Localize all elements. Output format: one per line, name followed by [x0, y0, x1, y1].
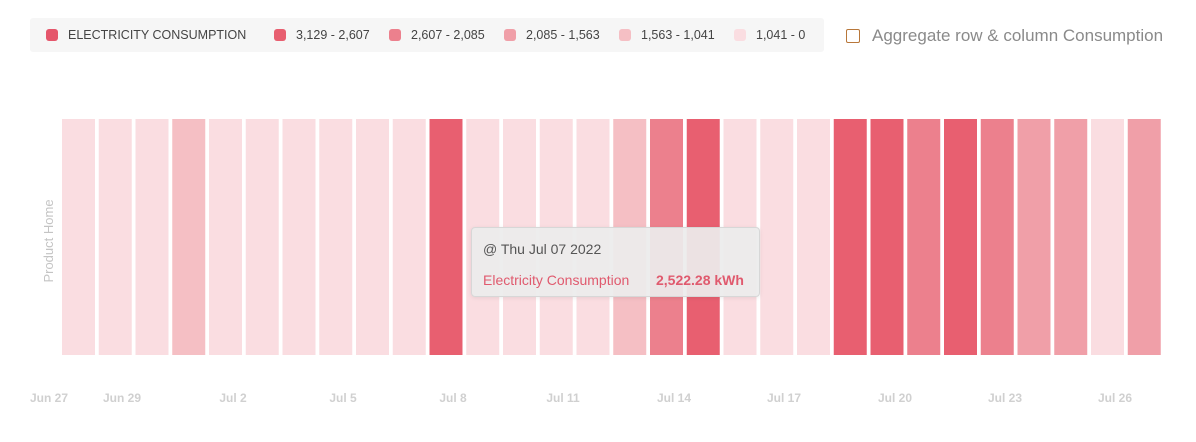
tooltip-series-label: Electricity Consumption	[483, 272, 630, 288]
heatmap-cell-jun-27[interactable]	[62, 119, 95, 355]
x-tick-label: Jun 27	[30, 391, 68, 405]
x-axis-ticks: Jun 27 Jun 29 Jul 2 Jul 5 Jul 8 Jul 11 Jul 14 J…	[30, 391, 1132, 405]
heatmap-cell-jul-16[interactable]	[760, 119, 794, 355]
tooltip-date: @ Thu Jul 07 2022	[483, 241, 602, 257]
legend-title[interactable]: ELECTRICITY CONSUMPTION	[46, 18, 246, 52]
heatmap-cell-jul-22[interactable]	[980, 119, 1014, 355]
heatmap-cell-jul-6[interactable]	[392, 119, 426, 355]
heatmap-cell-jul-24[interactable]	[1054, 119, 1088, 355]
legend-range-3-label: 2,085 - 1,563	[526, 28, 600, 42]
heatmap-cell-jul-18[interactable]	[833, 119, 867, 355]
heatmap-cell-jul-3[interactable]	[282, 119, 316, 355]
tooltip-value: 2,522.28 kWh	[656, 272, 744, 288]
x-tick-label: Jul 11	[546, 391, 580, 405]
legend-range-2-swatch	[389, 29, 401, 41]
heatmap-cell-jul-26[interactable]	[1127, 119, 1161, 355]
aggregate-toggle[interactable]: Aggregate row & column Consumption	[846, 26, 1163, 46]
heatmap-cell-jul-25[interactable]	[1091, 119, 1124, 355]
legend-range-5-swatch	[734, 29, 746, 41]
x-tick-label: Jul 5	[329, 391, 357, 405]
legend-range-5[interactable]: 1,041 - 0	[734, 18, 805, 52]
heatmap-cell-jul-7[interactable]	[429, 119, 463, 355]
x-tick-label: Jul 14	[657, 391, 691, 405]
legend-range-4-swatch	[619, 29, 631, 41]
aggregate-label: Aggregate row & column Consumption	[872, 26, 1164, 45]
y-axis-label: Product Home	[41, 199, 56, 282]
heatmap-cell-jun-28[interactable]	[98, 119, 132, 355]
heatmap-cell-jul-23[interactable]	[1017, 119, 1051, 355]
legend-range-1-swatch	[274, 29, 286, 41]
heatmap-cell-jul-4[interactable]	[319, 119, 353, 355]
legend-title-label: ELECTRICITY CONSUMPTION	[68, 28, 247, 42]
heatmap-cell-jun-29[interactable]	[135, 119, 169, 355]
legend-range-2[interactable]: 2,607 - 2,085	[389, 18, 485, 52]
legend-range-3[interactable]: 2,085 - 1,563	[504, 18, 600, 52]
legend-range-1[interactable]: 3,129 - 2,607	[274, 18, 370, 52]
legend-range-5-label: 1,041 - 0	[756, 28, 806, 42]
heatmap-cell-jul-20[interactable]	[907, 119, 941, 355]
x-tick-label: Jun 29	[103, 391, 141, 405]
x-tick-label: Jul 26	[1098, 391, 1132, 405]
legend-range-3-swatch	[504, 29, 516, 41]
tooltip: @ Thu Jul 07 2022 Electricity Consumptio…	[471, 227, 760, 297]
x-tick-label: Jul 23	[988, 391, 1022, 405]
legend-range-4[interactable]: 1,563 - 1,041	[619, 18, 715, 52]
legend: ELECTRICITY CONSUMPTION 3,129 - 2,607 2,…	[30, 18, 824, 52]
heatmap-cells	[62, 119, 1161, 355]
heatmap-cell-jul-19[interactable]	[870, 119, 904, 355]
legend-title-swatch	[46, 29, 58, 41]
x-tick-label: Jul 8	[439, 391, 467, 405]
heatmap-cell-jul-5[interactable]	[356, 119, 389, 355]
heatmap-cell-jul-21[interactable]	[944, 119, 977, 355]
heatmap-cell-jul-1[interactable]	[209, 119, 242, 355]
legend-range-2-label: 2,607 - 2,085	[411, 28, 485, 42]
x-tick-label: Jul 2	[219, 391, 247, 405]
legend-range-1-label: 3,129 - 2,607	[296, 28, 370, 42]
legend-range-4-label: 1,563 - 1,041	[641, 28, 715, 42]
heatmap-cell-jun-30[interactable]	[172, 119, 206, 355]
aggregate-checkbox[interactable]	[846, 29, 860, 43]
heatmap-cell-jul-2[interactable]	[245, 119, 279, 355]
x-tick-label: Jul 17	[767, 391, 801, 405]
x-tick-label: Jul 20	[878, 391, 912, 405]
heatmap-cell-jul-17[interactable]	[797, 119, 830, 355]
